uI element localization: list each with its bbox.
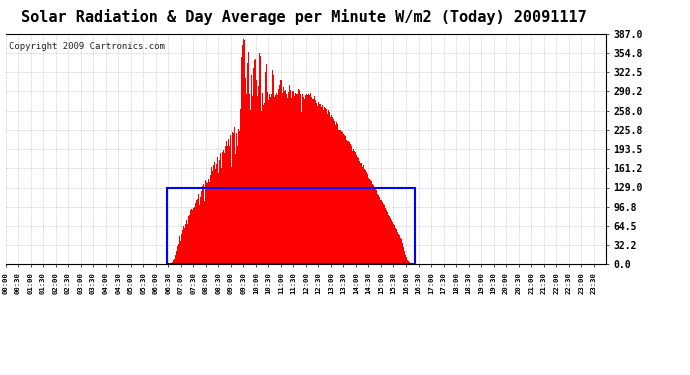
Text: Solar Radiation & Day Average per Minute W/m2 (Today) 20091117: Solar Radiation & Day Average per Minute…: [21, 9, 586, 26]
Text: Copyright 2009 Cartronics.com: Copyright 2009 Cartronics.com: [8, 42, 164, 51]
Bar: [166, 188, 415, 264]
